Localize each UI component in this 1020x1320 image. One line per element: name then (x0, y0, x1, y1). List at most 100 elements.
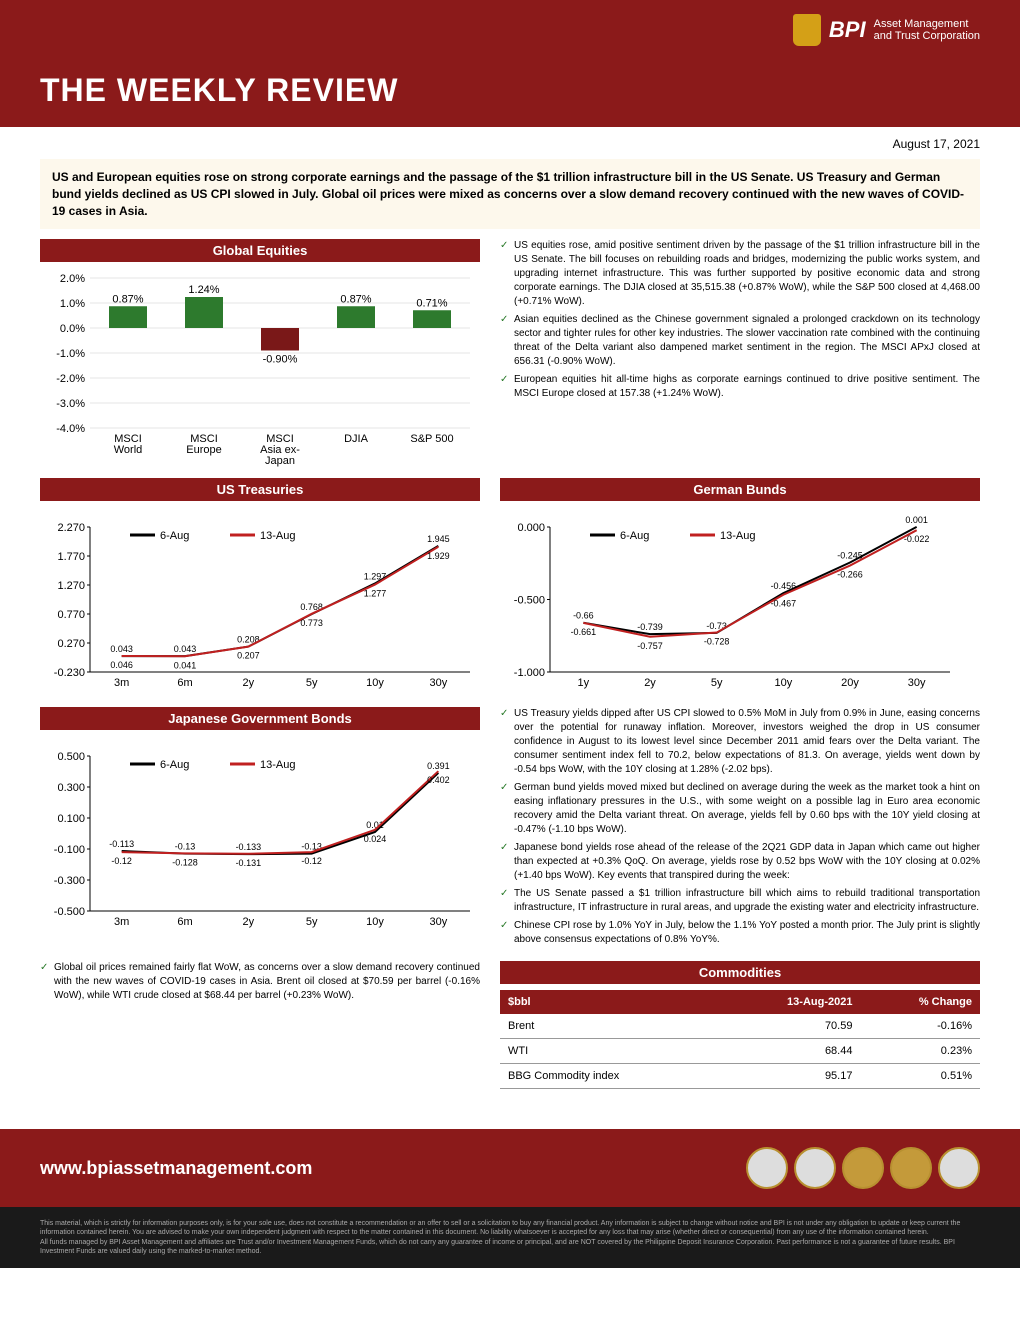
global-equities-chart: -4.0%-3.0%-2.0%-1.0%0.0%1.0%2.0%0.87%MSC… (40, 268, 480, 468)
svg-text:10y: 10y (774, 677, 792, 689)
svg-text:0.043: 0.043 (110, 645, 133, 655)
svg-text:20y: 20y (841, 677, 859, 689)
svg-text:2.0%: 2.0% (60, 273, 85, 285)
report-date: August 17, 2021 (40, 137, 980, 151)
bonds-commentary: US Treasury yields dipped after US CPI s… (500, 707, 980, 947)
footer-band: www.bpiassetmanagement.com (0, 1129, 1020, 1207)
svg-text:30y: 30y (908, 677, 926, 689)
svg-text:5y: 5y (711, 677, 723, 689)
logo: BPI Asset Management and Trust Corporati… (793, 14, 980, 46)
svg-text:2.270: 2.270 (57, 522, 85, 534)
svg-text:6-Aug: 6-Aug (160, 759, 189, 771)
svg-text:-0.456: -0.456 (771, 582, 797, 592)
svg-text:0.391: 0.391 (427, 761, 450, 771)
footer-url: www.bpiassetmanagement.com (40, 1158, 312, 1179)
svg-text:-0.230: -0.230 (54, 667, 85, 679)
svg-text:0.71%: 0.71% (416, 298, 447, 310)
svg-text:S&P 500: S&P 500 (410, 433, 453, 445)
german-bunds-title: German Bunds (500, 478, 980, 501)
svg-text:1.270: 1.270 (57, 580, 85, 592)
svg-text:6-Aug: 6-Aug (160, 530, 189, 542)
svg-text:0.041: 0.041 (174, 661, 197, 671)
commodities-title: Commodities (500, 961, 980, 984)
svg-text:-2.0%: -2.0% (56, 373, 85, 385)
svg-text:5y: 5y (306, 677, 318, 689)
svg-text:-0.12: -0.12 (301, 856, 322, 866)
svg-text:0.207: 0.207 (237, 651, 260, 661)
svg-text:1.277: 1.277 (364, 589, 387, 599)
svg-text:-3.0%: -3.0% (56, 398, 85, 410)
svg-text:-0.113: -0.113 (109, 839, 134, 849)
svg-text:0.046: 0.046 (110, 660, 133, 670)
svg-text:-0.467: -0.467 (771, 599, 797, 609)
svg-text:0.0%: 0.0% (60, 323, 85, 335)
jgb-title: Japanese Government Bonds (40, 707, 480, 730)
svg-text:-0.500: -0.500 (54, 906, 85, 918)
svg-text:-0.133: -0.133 (236, 843, 262, 853)
svg-text:-0.13: -0.13 (175, 842, 196, 852)
svg-text:-0.661: -0.661 (571, 627, 597, 637)
award-icon (938, 1147, 980, 1189)
svg-text:0.001: 0.001 (905, 515, 928, 525)
svg-text:1y: 1y (578, 677, 590, 689)
svg-text:1.0%: 1.0% (60, 298, 85, 310)
svg-text:30y: 30y (429, 677, 447, 689)
header-band: BPI Asset Management and Trust Corporati… (0, 0, 1020, 60)
svg-text:-0.245: -0.245 (837, 551, 863, 561)
svg-text:1.24%: 1.24% (188, 284, 219, 296)
svg-text:-0.300: -0.300 (54, 875, 85, 887)
award-icon (746, 1147, 788, 1189)
svg-text:2y: 2y (644, 677, 656, 689)
svg-text:0.270: 0.270 (57, 638, 85, 650)
svg-text:-0.728: -0.728 (704, 637, 730, 647)
svg-text:0.500: 0.500 (57, 751, 85, 763)
svg-text:-0.90%: -0.90% (263, 354, 298, 366)
svg-text:-0.66: -0.66 (573, 611, 594, 621)
svg-text:-0.739: -0.739 (637, 623, 663, 633)
svg-text:1.945: 1.945 (427, 534, 450, 544)
svg-text:1.770: 1.770 (57, 551, 85, 563)
equities-commentary: US equities rose, amid positive sentimen… (500, 239, 980, 401)
german-bunds-chart: -1.000-0.5000.0001y2y5y10y20y30y-0.66-0.… (500, 507, 960, 697)
oil-text: Global oil prices remained fairly flat W… (40, 961, 480, 1003)
svg-text:13-Aug: 13-Aug (720, 530, 755, 542)
svg-text:3m: 3m (114, 916, 129, 928)
svg-text:-0.131: -0.131 (236, 858, 262, 868)
svg-text:-1.000: -1.000 (514, 667, 545, 679)
us-treasuries-chart: -0.230 0.270 0.770 1.270 1.770 2.270 3m 6m 2y 5y 1… (40, 507, 480, 697)
svg-text:0.770: 0.770 (57, 609, 85, 621)
svg-text:Europe: Europe (186, 444, 221, 456)
svg-text:6m: 6m (177, 916, 192, 928)
svg-text:-0.12: -0.12 (111, 856, 132, 866)
global-equities-title: Global Equities (40, 239, 480, 262)
svg-text:0.300: 0.300 (57, 782, 85, 794)
svg-text:2y: 2y (243, 677, 255, 689)
svg-text:World: World (114, 444, 143, 456)
svg-text:-0.757: -0.757 (637, 641, 663, 651)
svg-text:-0.100: -0.100 (54, 844, 85, 856)
award-icon (842, 1147, 884, 1189)
svg-text:5y: 5y (306, 916, 318, 928)
brand-name: BPI (829, 17, 866, 43)
commodities-table: $bbl13-Aug-2021% ChangeBrent70.59-0.16%W… (500, 990, 980, 1089)
shield-icon (793, 14, 821, 46)
svg-text:6m: 6m (177, 677, 192, 689)
svg-text:10y: 10y (366, 916, 384, 928)
oil-commentary: Global oil prices remained fairly flat W… (40, 961, 480, 1003)
svg-text:-0.266: -0.266 (837, 570, 863, 580)
title-band: THE WEEKLY REVIEW (0, 60, 1020, 127)
award-icon (890, 1147, 932, 1189)
svg-text:DJIA: DJIA (344, 433, 369, 445)
award-icon (794, 1147, 836, 1189)
svg-text:0.773: 0.773 (300, 618, 323, 628)
svg-text:13-Aug: 13-Aug (260, 530, 295, 542)
svg-text:2y: 2y (243, 916, 255, 928)
summary-box: US and European equities rose on strong … (40, 159, 980, 229)
svg-text:30y: 30y (429, 916, 447, 928)
svg-text:0.402: 0.402 (427, 776, 450, 786)
svg-text:3m: 3m (114, 677, 129, 689)
svg-text:0.000: 0.000 (517, 522, 545, 534)
svg-text:0.043: 0.043 (174, 645, 197, 655)
svg-text:Japan: Japan (265, 455, 295, 467)
brand-sub: Asset Management and Trust Corporation (874, 18, 980, 42)
